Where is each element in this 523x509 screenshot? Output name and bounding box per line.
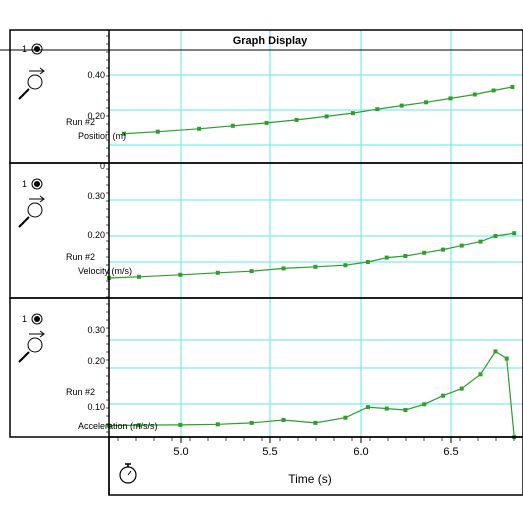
data-point	[178, 272, 183, 277]
data-point	[281, 418, 286, 422]
series-layer	[107, 85, 517, 440]
series-line	[108, 350, 515, 438]
data-point	[313, 264, 318, 269]
data-point	[313, 420, 318, 425]
frame-layer	[0, 29, 523, 496]
panel-layer: 0 0.20 0.40 0.20 0.30 0.10 0.20 0.30 1 Run #2 Posi…	[18, 35, 158, 433]
sensor-handle	[18, 351, 30, 363]
data-point	[343, 415, 348, 420]
data-point	[493, 234, 498, 238]
data-point	[324, 114, 329, 119]
sensor-wheel	[27, 74, 43, 90]
data-point	[399, 103, 404, 108]
x-tick-label: 6.0	[353, 446, 368, 458]
data-point	[365, 405, 370, 410]
data-point	[422, 402, 427, 407]
channel-radio-icon	[31, 178, 43, 190]
data-point	[249, 269, 254, 274]
channel-radio-icon	[31, 313, 43, 325]
motion-sensor-icon	[18, 195, 45, 228]
data-point	[422, 250, 427, 255]
data-point	[441, 393, 445, 398]
data-point	[491, 88, 496, 93]
data-point	[493, 349, 498, 354]
x-tick-label: 5.5	[262, 446, 277, 458]
data-point	[448, 96, 453, 101]
sensor-wheel	[27, 202, 43, 218]
sensor-handle	[18, 88, 30, 100]
time-axis-label: Time (s)	[288, 472, 332, 486]
data-point	[343, 263, 348, 268]
data-point	[215, 270, 220, 275]
quantity-label: Position (m)	[78, 131, 126, 141]
channel-radio-dot	[34, 46, 40, 52]
run-label: Run #2	[66, 252, 95, 262]
run-label: Run #2	[66, 117, 95, 127]
data-point	[264, 120, 269, 125]
data-point	[441, 247, 445, 252]
data-point	[510, 85, 515, 89]
time-axis: 5.0 5.5 6.0 6.5	[117, 437, 515, 458]
sensor-wheel	[27, 337, 43, 353]
y-tick-label: 0	[100, 161, 105, 171]
y-tick-label: 0.20	[87, 111, 105, 121]
time-axis-box	[108, 436, 523, 496]
y-tick-label: 0.30	[87, 325, 105, 335]
motion-sensor-icon	[18, 330, 45, 363]
quantity-label: Velocity (m/s)	[78, 266, 132, 276]
y-tick-label: 0.30	[87, 191, 105, 201]
sensor-arrow-head	[39, 330, 45, 338]
grid-layer	[109, 30, 523, 437]
data-point	[504, 356, 509, 361]
x-tick-label: 6.5	[443, 446, 458, 458]
data-point	[384, 255, 389, 260]
data-point	[365, 260, 370, 264]
data-point	[281, 266, 286, 271]
data-point	[215, 422, 220, 427]
series-line	[108, 232, 515, 279]
data-point	[155, 129, 160, 134]
y-tick-label: 0.20	[87, 230, 105, 240]
data-point	[350, 111, 355, 116]
data-point	[137, 423, 141, 428]
data-point	[459, 386, 464, 391]
window-title: Graph Display	[233, 35, 308, 47]
data-point	[249, 420, 254, 425]
data-point	[122, 131, 126, 136]
data-point	[424, 100, 429, 105]
data-point	[472, 92, 477, 97]
run-label: Run #2	[66, 387, 95, 397]
x-tick-label: 5.0	[173, 446, 188, 458]
channel-label: 1	[22, 314, 27, 324]
sensor-arrow-head	[39, 67, 45, 75]
data-point	[384, 406, 389, 411]
channel-label: 1	[22, 44, 27, 54]
data-point	[478, 372, 483, 377]
data-point	[478, 239, 483, 244]
data-point	[230, 123, 235, 128]
sensor-handle	[18, 216, 30, 228]
data-point	[403, 408, 408, 412]
channel-radio-dot	[34, 181, 40, 187]
data-point	[375, 107, 380, 112]
channel-radio-icon	[31, 43, 43, 55]
data-point	[459, 243, 464, 248]
quantity-label: Acceleration (m/s/s)	[78, 421, 158, 431]
data-point	[178, 422, 183, 427]
y-tick-label: 0.10	[87, 402, 105, 412]
y-tick-label: 0.20	[87, 356, 105, 366]
data-point	[403, 254, 408, 258]
stopwatch-icon[interactable]	[119, 463, 137, 484]
channel-label: 1	[22, 179, 27, 189]
sensor-arrow-head	[39, 195, 45, 203]
data-point	[512, 231, 517, 236]
y-tick-label: 0.40	[87, 70, 105, 80]
data-point	[137, 274, 141, 279]
channel-radio-dot	[34, 316, 40, 322]
data-point	[294, 117, 299, 122]
motion-sensor-icon	[18, 67, 45, 100]
data-point	[197, 126, 202, 131]
